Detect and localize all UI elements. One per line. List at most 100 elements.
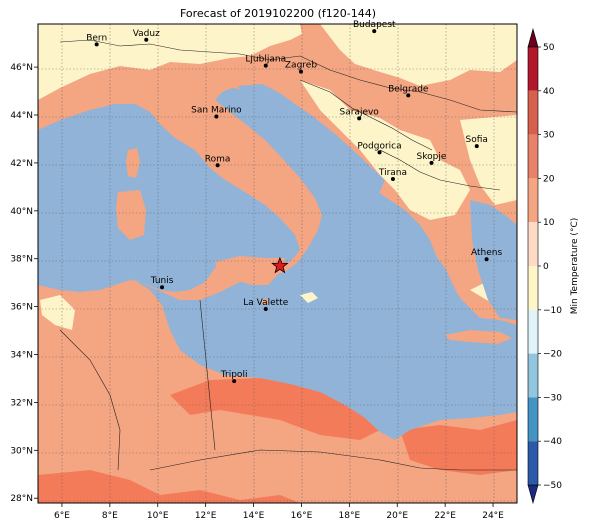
city-dot (144, 37, 149, 42)
city-dot (263, 307, 268, 312)
city-label: Sofia (466, 135, 488, 145)
colorbar-tick-label: 40 (543, 87, 555, 97)
city-dot (377, 150, 382, 155)
island-corsica (126, 148, 140, 178)
city-dot (357, 116, 362, 121)
forecast-location-star (271, 256, 289, 274)
city-label: Skopje (417, 152, 447, 162)
city-dot (263, 63, 268, 68)
sea-aegean (470, 200, 517, 320)
colorbar: 50 40 30 20 10 0 −10 −20 −30 −40 −50 Min Temperatur… (527, 27, 580, 505)
mild-region-balkans (300, 80, 470, 220)
colorbar-band (528, 222, 538, 266)
colorbar-band (528, 441, 538, 485)
colorbar-band (528, 134, 538, 179)
lon-tick-label: 18°E (339, 511, 361, 521)
island-greek-small (300, 292, 318, 303)
colorbar-extend-top (527, 27, 539, 48)
city-label: Athens (471, 248, 502, 258)
lat-tick-label: 46°N (10, 63, 33, 73)
colorbar-tick-label: −40 (543, 437, 562, 447)
lon-tick-label: 16°E (291, 511, 313, 521)
lon-tick-label: 22°E (434, 511, 456, 521)
city-label: La Valette (243, 298, 288, 308)
colorbar-tick-label: 10 (543, 218, 555, 228)
longitude-axis: 6°E 8°E 10°E 12°E 14°E 16°E 18°E 20°E 22°E 24°E (54, 503, 504, 521)
city-dot (214, 114, 219, 119)
lat-tick-label: 28°N (10, 494, 33, 504)
lon-tick-label: 14°E (243, 511, 265, 521)
city-dot (406, 93, 411, 98)
lat-tick-label: 34°N (10, 351, 33, 361)
lon-tick-label: 24°E (482, 511, 504, 521)
city-dot (94, 42, 99, 47)
city-label: Tripoli (220, 370, 248, 380)
city-label: Belgrade (388, 84, 429, 94)
city-label: Roma (205, 154, 231, 164)
lat-tick-label: 30°N (10, 446, 33, 456)
colorbar-band (528, 178, 538, 223)
island-sardinia (116, 190, 146, 240)
city-dot (215, 163, 220, 168)
lon-tick-label: 20°E (386, 511, 408, 521)
island-sicily (215, 256, 285, 285)
map-title: Forecast of 2019102200 (f120-144) (179, 7, 377, 20)
colorbar-band (528, 397, 538, 442)
lon-tick-label: 8°E (102, 511, 118, 521)
colorbar-band (528, 353, 538, 398)
colorbar-tick-label: −30 (543, 393, 562, 403)
city-label: Zagreb (285, 61, 317, 71)
colorbar-band (528, 266, 538, 310)
mild-region-bulgaria (460, 115, 517, 205)
lat-tick-label: 32°N (10, 398, 33, 408)
lat-tick-label: 44°N (10, 111, 33, 121)
city-label: Tirana (378, 168, 407, 178)
hot-region-libya (170, 378, 380, 440)
colorbar-band (528, 47, 538, 91)
colorbar-band (528, 90, 538, 135)
lon-tick-label: 10°E (147, 511, 169, 521)
mild-region-northeast (320, 24, 517, 86)
colorbar-tick-label: −10 (543, 306, 562, 316)
lon-tick-label: 12°E (195, 511, 217, 521)
lat-tick-label: 40°N (10, 207, 33, 217)
borders (38, 39, 517, 471)
lat-tick-label: 38°N (10, 255, 33, 265)
city-dot (232, 379, 237, 384)
city-label: Sarajevo (340, 107, 380, 117)
city-dot (390, 176, 395, 181)
city-dot (474, 144, 479, 149)
colorbar-tick-label: 20 (543, 174, 555, 184)
star-marker (271, 256, 289, 274)
city-label: Vaduz (133, 29, 160, 39)
lat-tick-label: 36°N (10, 303, 33, 313)
map-frame (37, 23, 518, 504)
mild-region-tunisia-coast (40, 295, 75, 330)
colorbar-label: Min Temperature (°C) (570, 218, 580, 315)
island-crete (445, 330, 512, 344)
colorbar-tick-label: −50 (543, 481, 562, 491)
grid-lines (38, 24, 517, 503)
city-dot (298, 69, 303, 74)
colorbar-tick-label: 30 (543, 131, 555, 141)
sea-tyrrhenian (135, 140, 292, 268)
hot-region-south (38, 470, 300, 503)
colorbar-tick-label: 0 (543, 262, 549, 272)
city-label: Ljubljana (245, 55, 286, 65)
lat-tick-label: 42°N (10, 159, 33, 169)
city-label: Podgorica (357, 141, 401, 151)
city-label: Budapest (353, 20, 396, 30)
colorbar-tick-label: 50 (543, 43, 555, 53)
lon-tick-label: 6°E (54, 511, 70, 521)
island-malta (262, 299, 268, 304)
colorbar-tick-label: −20 (543, 350, 562, 360)
hot-region-egypt (400, 420, 517, 475)
latitude-axis: 46°N 44°N 42°N 40°N 38°N 36°N 34°N 32°N 30°N 28°N (10, 63, 38, 504)
city-label: Bern (86, 33, 107, 43)
city-dot (484, 257, 489, 262)
sea-adriatic (238, 84, 385, 196)
city-label: San Marino (191, 105, 242, 115)
city-dot (372, 29, 377, 34)
